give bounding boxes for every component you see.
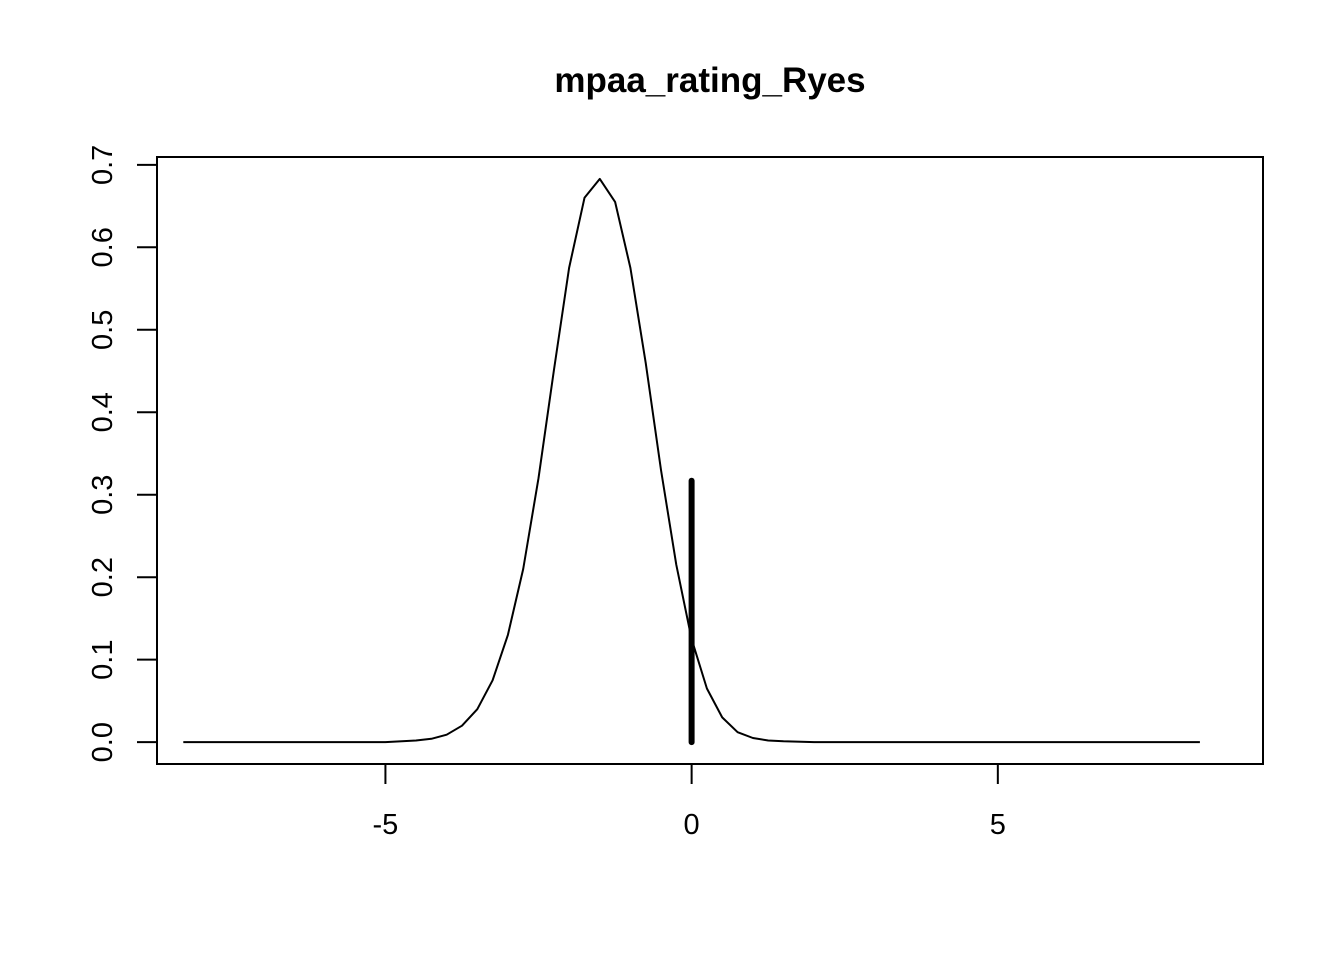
x-tick-label: 0 [684, 809, 700, 841]
y-tick-label: 0.3 [87, 475, 119, 515]
x-axis: -5 0 5 [373, 763, 1006, 841]
y-tick-label: 0.6 [87, 227, 119, 267]
y-axis: 0.0 0.1 0.2 0.3 0.4 0.5 0.6 0.7 [87, 145, 158, 762]
chart-title: mpaa_rating_Ryes [554, 61, 865, 100]
y-tick-label: 0.0 [87, 722, 119, 762]
plot-frame [156, 156, 1264, 765]
x-tick-label: -5 [373, 809, 399, 841]
y-tick-label: 0.7 [87, 145, 119, 185]
y-tick-label: 0.5 [87, 310, 119, 350]
y-tick-label: 0.1 [87, 640, 119, 680]
x-tick-label: 5 [990, 809, 1006, 841]
density-curve [183, 177, 1200, 744]
series-layer [183, 177, 1200, 746]
y-tick-label: 0.4 [87, 392, 119, 432]
y-tick-label: 0.2 [87, 557, 119, 597]
